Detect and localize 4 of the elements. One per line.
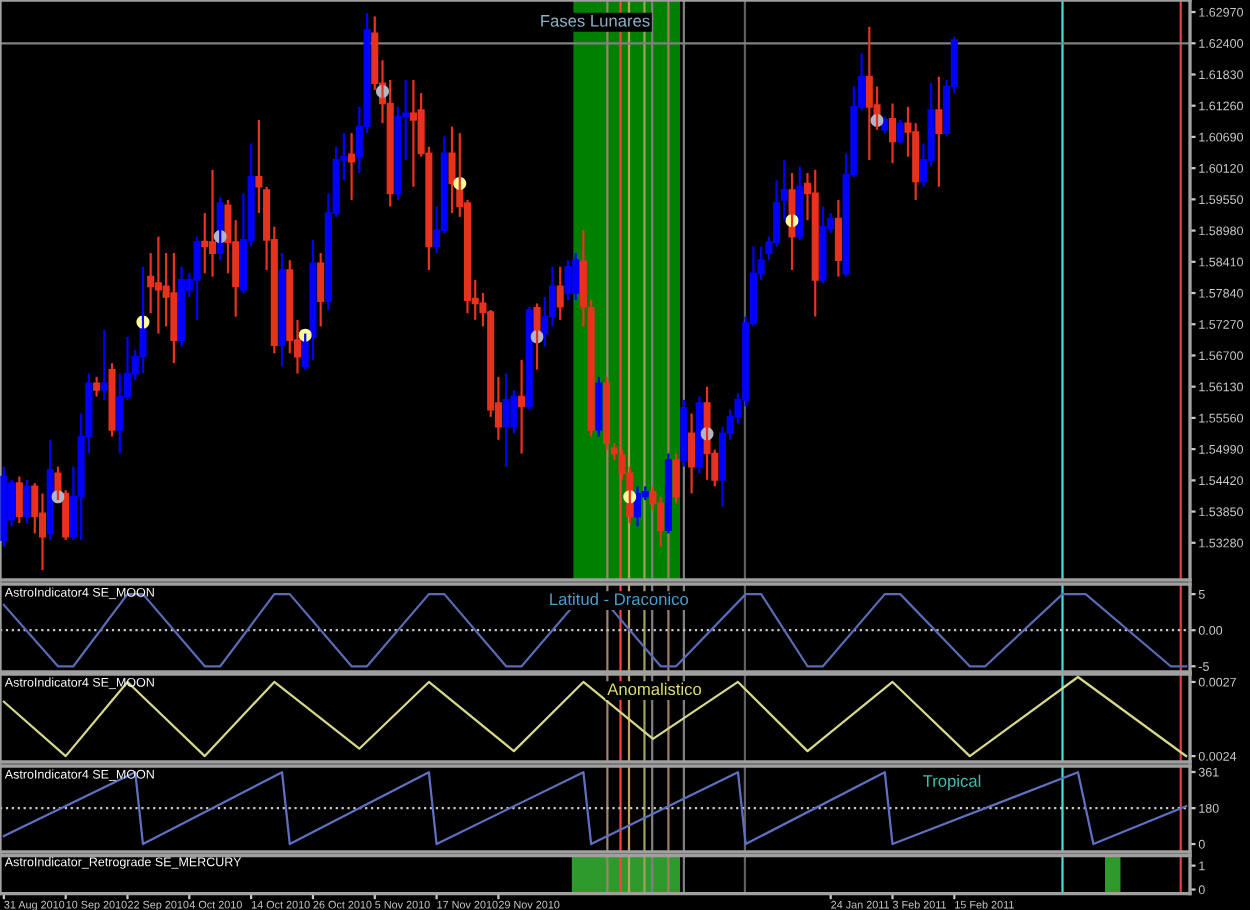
annotation: Anomalistico bbox=[607, 682, 702, 696]
annotation: Latitud - Draconico bbox=[550, 592, 689, 606]
annotation: Tropical bbox=[923, 774, 981, 791]
annotation: Fases Lunares bbox=[541, 15, 650, 27]
